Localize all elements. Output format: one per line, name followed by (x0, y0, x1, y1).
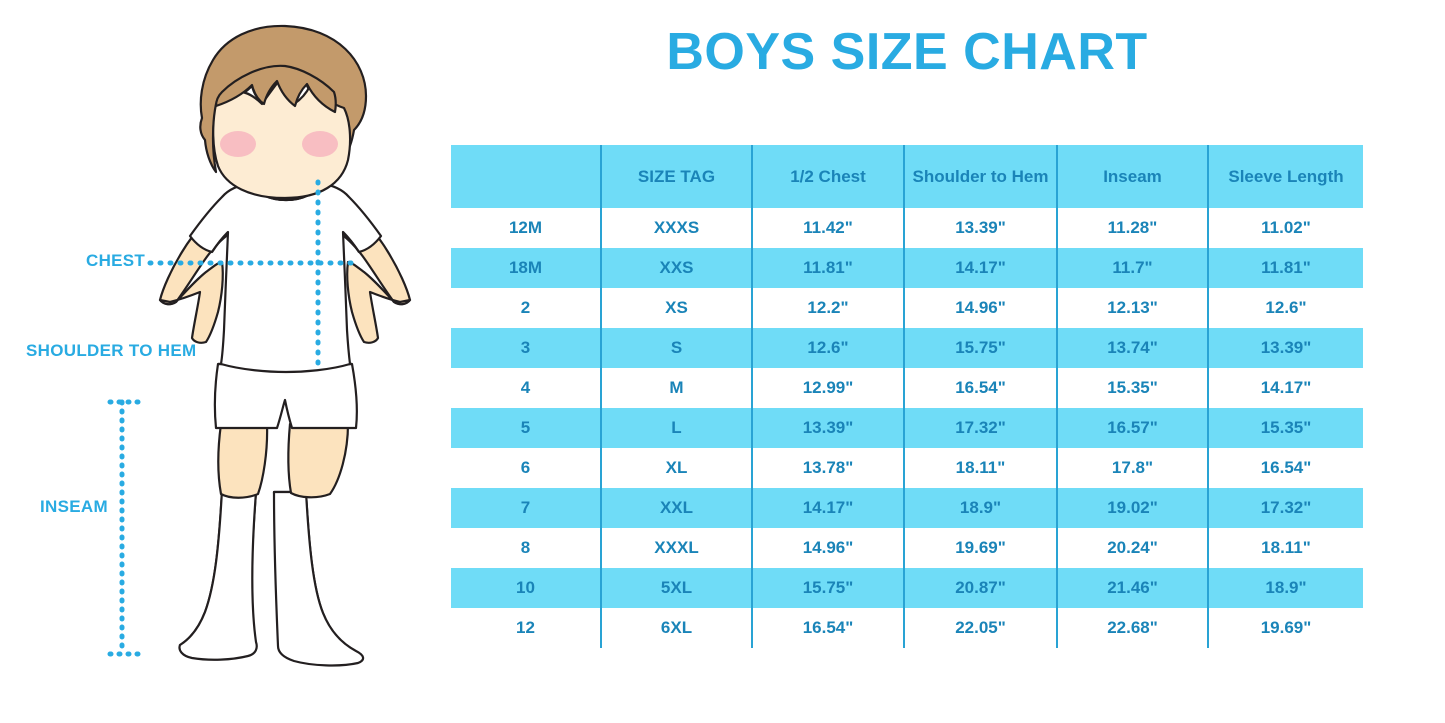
cell-size: 12M (451, 208, 602, 248)
page-title: BOYS SIZE CHART (666, 23, 1148, 81)
cell-inseam: 22.68" (1057, 608, 1209, 648)
table-row: 3 S 12.6" 15.75" 13.74" 13.39" (451, 328, 1363, 368)
table-body: 12M XXXS 11.42" 13.39" 11.28" 11.02" 18M XXS 11.… (451, 208, 1363, 648)
cell-inseam: 12.13" (1057, 288, 1209, 328)
cell-shoulder-to-hem: 17.32" (904, 408, 1058, 448)
table-header: SIZE TAG 1/2 Chest Shoulder to Hem Insea… (451, 145, 1363, 208)
cell-sleeve-length: 18.11" (1261, 538, 1311, 558)
cell-size-tag: XS (601, 288, 753, 328)
head (199, 24, 368, 200)
cell-half-chest: 12.6" (752, 328, 905, 368)
column-header-size-tag: SIZE TAG (601, 145, 753, 208)
table-row: 4 M 12.99" 16.54" 15.35" 14.17" (451, 368, 1363, 408)
socks-and-feet (178, 488, 365, 667)
cell-size: 3 (451, 328, 602, 368)
cell-size: 6 (451, 448, 602, 488)
cell-sleeve-length: 19.69" (1260, 618, 1312, 638)
cell-half-chest: 12.2" (752, 288, 905, 328)
table-row: 7 XXL 14.17" 18.9" 19.02" 17.32" (451, 488, 1363, 528)
cell-size-tag: XL (601, 448, 753, 488)
table-header-row: SIZE TAG 1/2 Chest Shoulder to Hem Insea… (451, 145, 1363, 208)
table-row: 5 L 13.39" 17.32" 16.57" 15.35" (451, 408, 1363, 448)
table-row: 18M XXS 11.81" 14.17" 11.7" 11.81" (451, 248, 1363, 288)
cell-size: 2 (451, 288, 602, 328)
cell-half-chest: 11.42" (752, 208, 905, 248)
cell-shoulder-to-hem: 18.9" (904, 488, 1058, 528)
table-row: 2 XS 12.2" 14.96" 12.13" 12.6" (451, 288, 1363, 328)
table-row: 12 6XL 16.54" 22.05" 22.68" 19.69" (451, 608, 1363, 648)
cell-size-tag: XXXL (601, 528, 753, 568)
cell-shoulder-to-hem: 20.87" (904, 568, 1058, 608)
cell-shoulder-to-hem: 13.39" (904, 208, 1058, 248)
cell-size: 7 (451, 488, 602, 528)
cell-half-chest: 14.17" (752, 488, 905, 528)
cell-size: 10 (451, 568, 602, 608)
cell-inseam: 13.74" (1057, 328, 1209, 368)
cell-shoulder-to-hem: 14.96" (904, 288, 1058, 328)
cell-inseam: 17.8" (1057, 448, 1209, 488)
cell-half-chest: 13.39" (752, 408, 905, 448)
cell-inseam: 11.28" (1057, 208, 1209, 248)
cell-size: 5 (451, 408, 602, 448)
cell-sleeve-length: 14.17" (1260, 378, 1312, 398)
label-inseam: INSEAM (40, 497, 108, 516)
cell-size-tag: XXS (601, 248, 753, 288)
cell-inseam: 15.35" (1057, 368, 1209, 408)
cell-inseam: 11.7" (1057, 248, 1209, 288)
cell-half-chest: 16.54" (752, 608, 905, 648)
column-header-inseam: Inseam (1057, 145, 1209, 208)
cell-size-tag: M (601, 368, 753, 408)
cell-shoulder-to-hem: 19.69" (904, 528, 1058, 568)
inseam-guide-line (107, 399, 146, 657)
size-chart-table: SIZE TAG 1/2 Chest Shoulder to Hem Insea… (451, 145, 1363, 648)
cell-size-tag: 5XL (601, 568, 753, 608)
legs (217, 422, 350, 499)
table-row: 10 5XL 15.75" 20.87" 21.46" 18.9" (451, 568, 1363, 608)
cell-size: 12 (451, 608, 602, 648)
column-header-half-chest: 1/2 Chest (752, 145, 905, 208)
cell-half-chest: 12.99" (752, 368, 905, 408)
cell-sleeve-length: 11.81" (1261, 258, 1311, 278)
cell-size: 8 (451, 528, 602, 568)
cell-shoulder-to-hem: 15.75" (904, 328, 1058, 368)
cell-size: 18M (451, 248, 602, 288)
column-header-size (451, 145, 602, 208)
cell-half-chest: 11.81" (752, 248, 905, 288)
cell-inseam: 20.24" (1057, 528, 1209, 568)
cell-sleeve-length: 12.6" (1265, 298, 1307, 318)
cell-sleeve-length: 11.02" (1261, 218, 1311, 238)
cell-sleeve-length: 13.39" (1260, 338, 1312, 358)
cell-shoulder-to-hem: 18.11" (904, 448, 1058, 488)
cell-size-tag: L (601, 408, 753, 448)
boy-figure-illustration (107, 24, 412, 667)
cell-size-tag: 6XL (601, 608, 753, 648)
column-header-sleeve-length: Sleeve Length (1228, 166, 1344, 186)
cell-size-tag: XXL (601, 488, 753, 528)
table-row: 6 XL 13.78" 18.11" 17.8" 16.54" (451, 448, 1363, 488)
cell-sleeve-length: 16.54" (1260, 458, 1312, 478)
shorts (213, 362, 358, 430)
cell-inseam: 19.02" (1057, 488, 1209, 528)
label-shoulder-to-hem: SHOULDER TO HEM (26, 341, 197, 360)
cell-half-chest: 15.75" (752, 568, 905, 608)
cell-shoulder-to-hem: 16.54" (904, 368, 1058, 408)
cell-sleeve-length: 15.35" (1260, 418, 1312, 438)
cell-sleeve-length: 18.9" (1265, 578, 1307, 598)
label-chest: CHEST (86, 251, 146, 270)
cell-inseam: 16.57" (1057, 408, 1209, 448)
table-row: 8 XXXL 14.96" 19.69" 20.24" 18.11" (451, 528, 1363, 568)
cell-inseam: 21.46" (1057, 568, 1209, 608)
cell-size-tag: XXXS (601, 208, 753, 248)
cell-half-chest: 13.78" (752, 448, 905, 488)
cell-shoulder-to-hem: 22.05" (904, 608, 1058, 648)
cell-sleeve-length: 17.32" (1260, 498, 1312, 518)
cell-size-tag: S (601, 328, 753, 368)
cell-size: 4 (451, 368, 602, 408)
cell-shoulder-to-hem: 14.17" (904, 248, 1058, 288)
table-row: 12M XXXS 11.42" 13.39" 11.28" 11.02" (451, 208, 1363, 248)
cell-half-chest: 14.96" (752, 528, 905, 568)
column-header-shoulder-to-hem: Shoulder to Hem (904, 145, 1058, 208)
